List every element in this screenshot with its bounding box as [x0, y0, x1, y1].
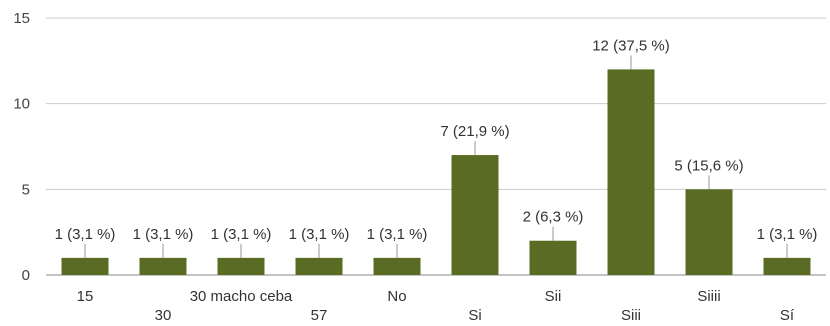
bar [139, 257, 187, 275]
x-tick-label: Sii [545, 288, 562, 305]
data-label: 1 (3,1 %) [367, 226, 428, 243]
data-label: 12 (37,5 %) [592, 37, 670, 54]
x-tick-label: Sí [780, 307, 795, 324]
bar [529, 240, 577, 275]
data-label: 7 (21,9 %) [440, 123, 509, 140]
x-tick-label: Siii [621, 307, 641, 324]
x-tick-label: 57 [311, 307, 328, 324]
y-tick-label: 5 [22, 181, 30, 198]
y-tick-label: 0 [22, 267, 30, 284]
data-label: 1 (3,1 %) [757, 226, 818, 243]
x-tick-label: 30 [155, 307, 172, 324]
y-tick-label: 15 [13, 10, 30, 27]
bar [607, 69, 655, 276]
x-tick-label: Siiii [697, 288, 720, 305]
bar [763, 257, 811, 275]
x-tick-label: No [387, 288, 406, 305]
bar [373, 257, 421, 275]
bar [685, 189, 733, 275]
data-label: 1 (3,1 %) [133, 226, 194, 243]
x-tick-label: 30 macho ceba [190, 288, 293, 305]
data-label: 1 (3,1 %) [289, 226, 350, 243]
data-label: 2 (6,3 %) [523, 209, 584, 226]
x-tick-label: Si [468, 307, 481, 324]
data-label: 1 (3,1 %) [211, 226, 272, 243]
bar [295, 257, 343, 275]
bar [61, 257, 109, 275]
bar [217, 257, 265, 275]
data-label: 1 (3,1 %) [55, 226, 116, 243]
data-label: 5 (15,6 %) [674, 157, 743, 174]
y-tick-label: 10 [13, 96, 30, 113]
x-tick-label: 15 [77, 288, 94, 305]
bar [451, 155, 499, 275]
